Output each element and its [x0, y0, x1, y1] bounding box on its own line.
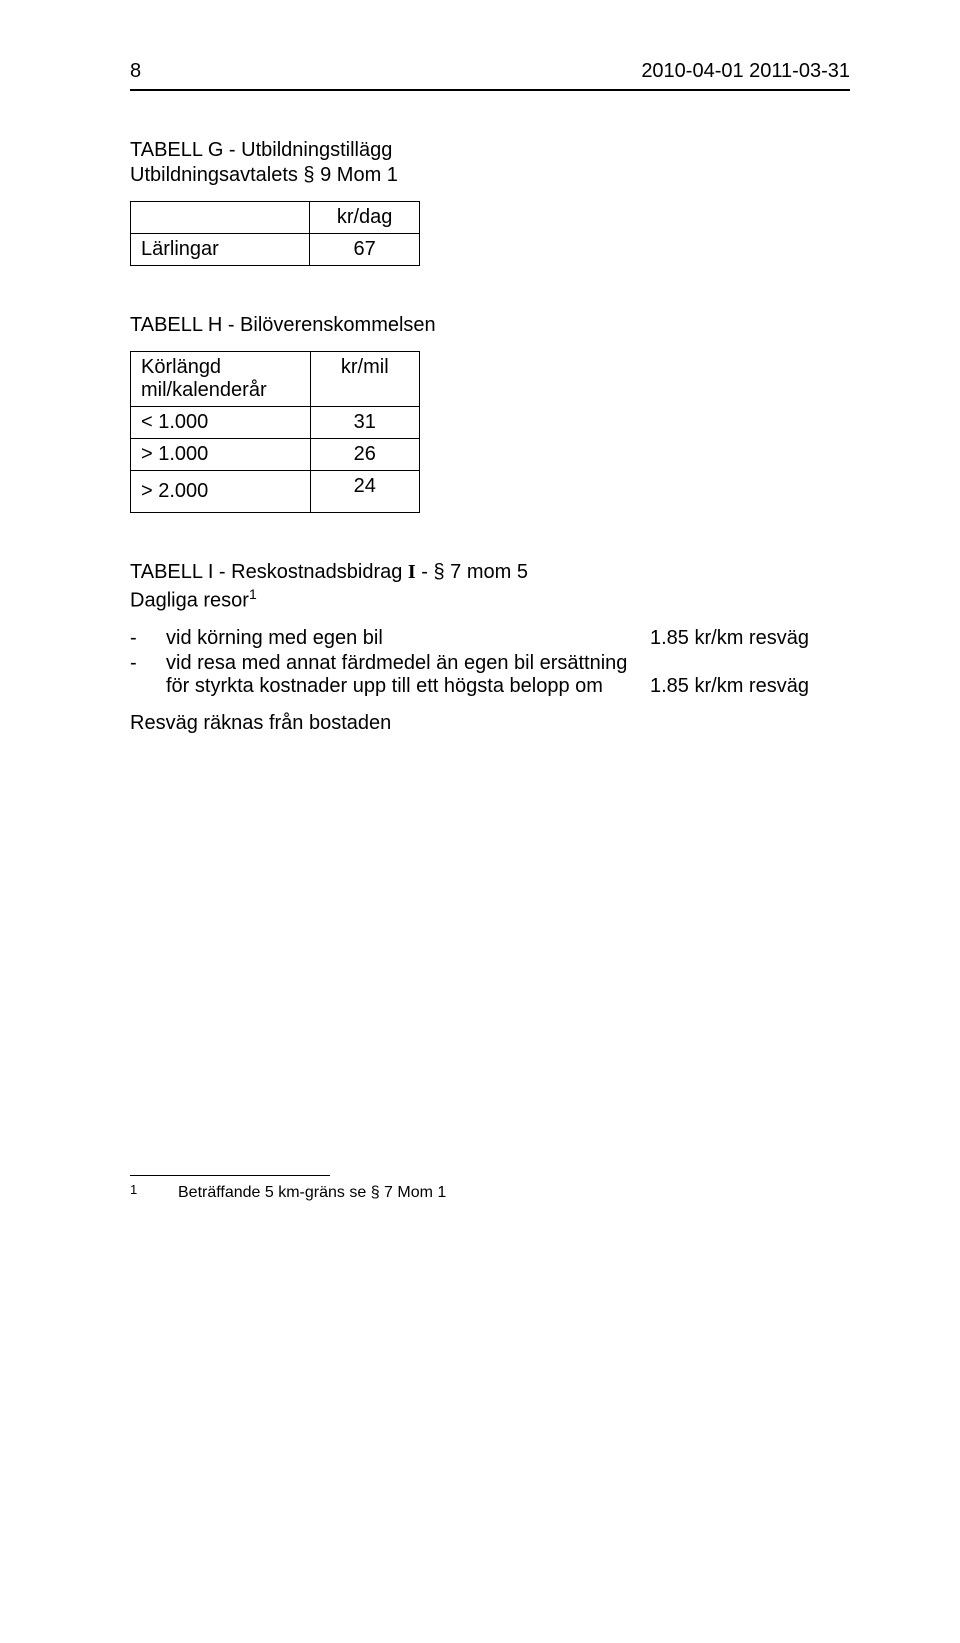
page-number: 8	[130, 60, 141, 83]
table-row: > 2.000 24	[131, 471, 420, 513]
list-item: - vid resa med annat färdmedel än egen b…	[130, 652, 850, 698]
table-cell-header: kr/dag	[310, 202, 420, 234]
bullet-text: vid resa med annat färdmedel än egen bil…	[166, 652, 650, 698]
table-row: kr/dag	[131, 202, 420, 234]
bullet-dash: -	[130, 627, 166, 650]
table-cell-value: 24	[310, 471, 419, 513]
section-i-title-prefix: TABELL I - Reskostnadsbidrag	[130, 561, 408, 583]
table-row: Körlängd mil/kalenderår kr/mil	[131, 352, 420, 407]
bullet-text: vid körning med egen bil	[166, 627, 650, 650]
page-header: 8 2010-04-01 2011-03-31	[130, 60, 850, 91]
table-h: Körlängd mil/kalenderår kr/mil < 1.000 3…	[130, 351, 420, 513]
date-range: 2010-04-01 2011-03-31	[641, 60, 850, 83]
table-cell-value: 31	[310, 407, 419, 439]
table-cell-empty	[131, 202, 310, 234]
table-g: kr/dag Lärlingar 67	[130, 201, 420, 266]
table-cell-label: < 1.000	[131, 407, 311, 439]
list-item: - vid körning med egen bil 1.85 kr/km re…	[130, 627, 850, 650]
table-cell-value: 26	[310, 439, 419, 471]
section-g-subtitle: Utbildningsavtalets § 9 Mom 1	[130, 164, 850, 187]
bullet-dash: -	[130, 652, 166, 675]
section-i-title-roman: I	[408, 561, 416, 583]
table-cell-label: Lärlingar	[131, 234, 310, 266]
section-i-subtitle-sup: 1	[249, 586, 257, 602]
bullet-list: - vid körning med egen bil 1.85 kr/km re…	[130, 627, 850, 698]
bullet-value: 1.85 kr/km resväg	[650, 675, 850, 698]
section-i-title-suffix: - § 7 mom 5	[416, 561, 528, 583]
table-cell-value: 67	[310, 234, 420, 266]
resvag-note: Resväg räknas från bostaden	[130, 712, 850, 735]
footnote-number: 1	[130, 1182, 178, 1200]
table-cell-label: > 2.000	[131, 471, 311, 513]
table-row: Lärlingar 67	[131, 234, 420, 266]
bullet-value: 1.85 kr/km resväg	[650, 627, 850, 650]
table-row: > 1.000 26	[131, 439, 420, 471]
section-i-subtitle-text: Dagliga resor	[130, 590, 249, 612]
table-row: < 1.000 31	[131, 407, 420, 439]
section-h-title: TABELL H - Bilöverenskommelsen	[130, 314, 850, 337]
section-i-title: TABELL I - Reskostnadsbidrag I - § 7 mom…	[130, 561, 850, 584]
footnote-text: Beträffande 5 km-gräns se § 7 Mom 1	[178, 1184, 446, 1202]
page: 8 2010-04-01 2011-03-31 TABELL G - Utbil…	[0, 0, 960, 1643]
table-cell-header: kr/mil	[310, 352, 419, 407]
section-g-title: TABELL G - Utbildningstillägg	[130, 139, 850, 162]
footnote-rule	[130, 1175, 330, 1176]
table-cell-header: Körlängd mil/kalenderår	[131, 352, 311, 407]
section-i-subtitle: Dagliga resor1	[130, 586, 850, 613]
table-cell-label: > 1.000	[131, 439, 311, 471]
footnote: 1 Beträffande 5 km-gräns se § 7 Mom 1	[130, 1184, 850, 1202]
